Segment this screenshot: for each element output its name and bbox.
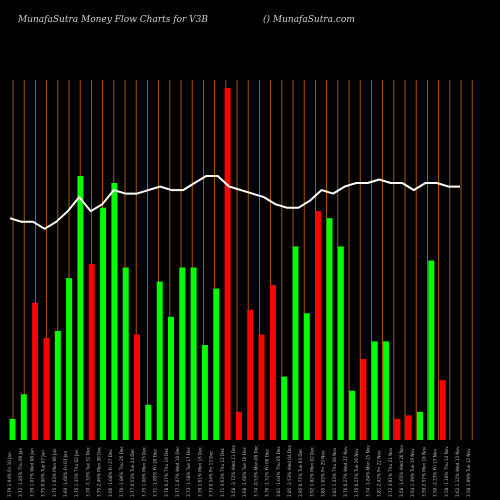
money-flow-bar (360, 359, 367, 440)
x-tick-label: 3.85 -2.53% Wed 04 Dec (287, 444, 292, 497)
money-flow-bar (190, 267, 197, 440)
money-flow-bar (201, 345, 208, 440)
money-flow-bar (439, 380, 446, 440)
money-flow-bar (54, 330, 61, 440)
x-tick-label: 3.79 1.94% Fri 10 Jan (7, 452, 12, 497)
x-tick-label: 3.50 -2.23% Fri 15 Nov (433, 449, 438, 497)
money-flow-bars (9, 88, 446, 440)
x-tick-label: 3.58 -1.65% Wed 20 Nov (399, 444, 404, 497)
money-flow-bar (156, 281, 163, 440)
x-tick-label: 3.58 -1.10% Thu 14 Nov (444, 446, 449, 497)
money-flow-bar (77, 176, 84, 440)
x-tick-label: 3.92 1.82% Mon 02 Dec (309, 446, 314, 497)
money-flow-bar (405, 415, 412, 440)
x-axis-labels: 3.79 1.94% Fri 10 Jan 3.72 -1.85% Thu 09 … (7, 444, 471, 497)
money-flow-bar (292, 246, 299, 440)
x-tick-label: 3.62 1.12% Wed 13 Nov (455, 446, 460, 497)
x-tick-label: 3.81 -1.04% Thu 05 Dec (276, 446, 281, 497)
x-tick-label: 3.58 1.99% Tue 12 Nov (466, 448, 471, 497)
money-flow-bar (224, 88, 231, 440)
x-tick-label: 3.69 -1.60% Fri 03 Jan (63, 450, 68, 497)
x-tick-label: 3.75 2.46% Mon 30 Dec (97, 446, 102, 497)
money-flow-bar (179, 267, 186, 440)
x-tick-label: 3.95 0.77% Tue 03 Dec (298, 448, 303, 497)
money-flow-bar (43, 337, 50, 440)
x-tick-label: 3.85 1.05% Fri 29 Nov (321, 450, 326, 497)
trend-line (9, 175, 460, 230)
x-tick-label: 3.79 1.61% Mon 16 Dec (197, 446, 202, 497)
x-tick-label: 3.73 -1.58% Tue 17 Dec (186, 446, 191, 497)
x-tick-label: 3.72 3.91% Thu 21 Nov (388, 447, 393, 497)
x-tick-label: 3.68 -1.60% Tue 10 Dec (242, 446, 247, 497)
trend-line-layer (9, 175, 460, 230)
site-credit: () MunafaSutra.com (263, 15, 355, 25)
money-flow-bar (428, 260, 435, 440)
x-tick-label: 3.66 -1.08% Fri 27 Dec (108, 448, 113, 497)
money-flow-bar (145, 404, 152, 440)
x-tick-label: 3.74 -0.53% Mon 09 Dec (253, 445, 258, 497)
money-flow-bar (326, 218, 333, 440)
money-flow-bar (349, 390, 356, 440)
money-flow-bar (417, 411, 423, 440)
x-tick-label: 3.75 1.35% Thu 02 Jan (74, 449, 79, 497)
money-flow-bar (213, 288, 220, 440)
x-tick-label: 3.64 1.39% Tue 19 Nov (410, 448, 415, 497)
money-flow-bar (371, 341, 378, 440)
money-flow-bar (20, 394, 27, 440)
money-flow-bar (88, 264, 95, 440)
money-flow-bar (281, 376, 288, 440)
money-flow-bar (32, 302, 39, 440)
x-tick-label: 3.75 0.00% Tue 07 Jan (41, 450, 46, 497)
x-tick-label: 3.76 0.27% Wed 27 Nov (343, 446, 348, 497)
x-tick-label: 3.58 -2.72% Wed 11 Dec (231, 444, 236, 497)
x-tick-label: 3.79 1.07% Wed 08 Jan (29, 448, 34, 497)
money-flow-bar (258, 334, 265, 440)
x-tick-label: 3.81 1.33% Thu 28 Nov (332, 447, 337, 497)
x-tick-label: 3.81 2.42% Fri 22 Nov (377, 450, 382, 497)
money-flow-bar (100, 207, 107, 440)
money-flow-bar (134, 334, 140, 440)
x-tick-label: 3.70 -1.33% Tue 31 Dec (85, 446, 90, 497)
money-flow-bar (122, 267, 129, 440)
money-flow-bar (247, 309, 254, 440)
money-flow-bar (235, 411, 242, 440)
x-tick-label: 3.77 0.53% Tue 24 Dec (130, 448, 135, 497)
x-tick-label: 3.73 0.54% Fri 13 Dec (209, 450, 214, 497)
x-tick-label: 3.74 -1.84% Mon 25 Nov (365, 445, 370, 497)
money-flow-bar (394, 418, 401, 440)
x-tick-label: 3.76 -1.31% Fri 06 Dec (265, 448, 270, 497)
money-flow-bar (269, 285, 276, 440)
x-tick-label: 3.75 1.08% Mon 23 Dec (141, 446, 146, 497)
chart-title: MunafaSutra Money Flow Charts for V3B (18, 15, 208, 25)
money-flow-bar (9, 418, 16, 440)
x-tick-label: 3.75 0.27% Tue 26 Nov (354, 448, 359, 497)
x-tick-label: 3.77 1.07% Wed 18 Dec (175, 446, 180, 497)
money-flow-bar (303, 313, 310, 440)
x-tick-label: 3.59 2.57% Mon 18 Nov (421, 446, 426, 497)
money-flow-bar (315, 211, 322, 440)
x-tick-label: 3.75 1.63% Mon 06 Jan (52, 448, 57, 497)
x-tick-label: 3.70 -1.86% Thu 26 Dec (119, 446, 124, 497)
money-flow-bar (111, 183, 118, 440)
money-flow-bar (337, 246, 344, 440)
x-tick-label: 3.72 -1.85% Thu 09 Jan (18, 448, 23, 497)
x-tick-label: 3.71 3.63% Thu 12 Dec (220, 447, 225, 497)
x-tick-label: 3.78 0.27% Thu 19 Dec (164, 447, 169, 497)
money-flow-bar (168, 316, 174, 440)
money-flow-bar (383, 341, 390, 440)
x-tick-label: 3.71 -1.85% Fri 20 Dec (153, 448, 158, 497)
money-flow-bar (66, 278, 73, 440)
